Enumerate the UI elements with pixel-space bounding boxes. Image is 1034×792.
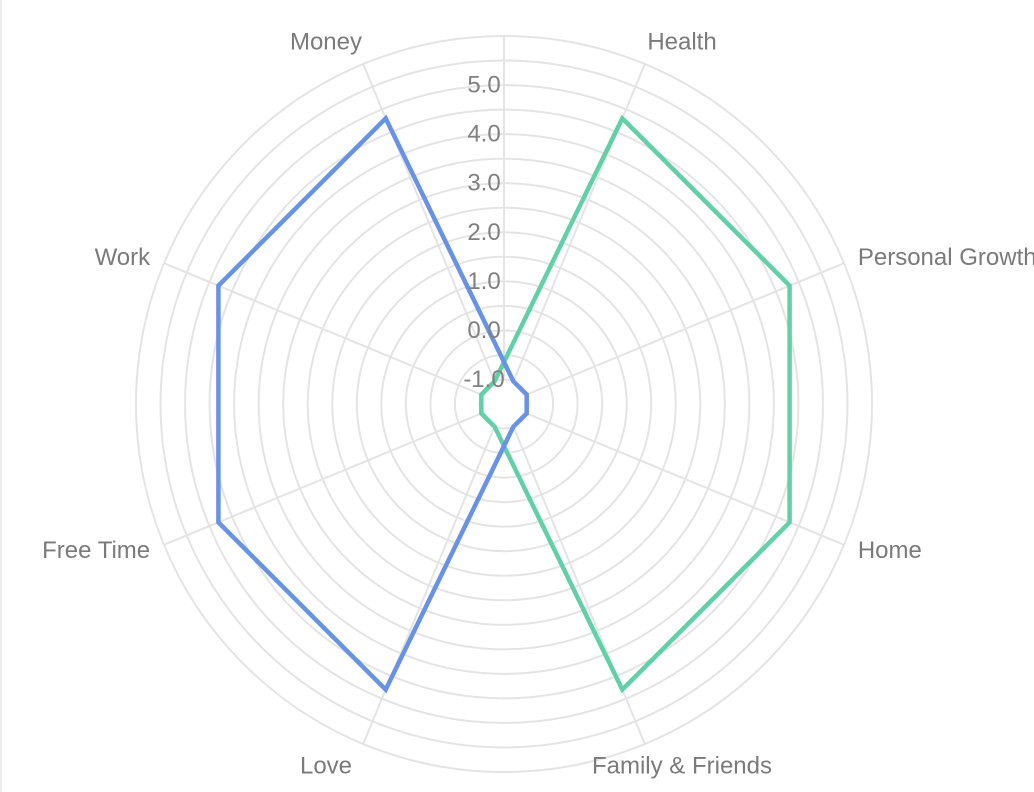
- axis-label: Family & Friends: [592, 752, 772, 779]
- r-tick-label: 3.0: [467, 170, 500, 197]
- series-polygon: [216, 114, 529, 694]
- axis-label: Work: [95, 244, 152, 271]
- axis-label: Money: [290, 29, 362, 56]
- axis-label: Home: [858, 537, 922, 564]
- axis-label: Personal Growth: [858, 244, 1034, 271]
- tick-layer: -1.0 0.0 1.0 2.0 3.0 4.0 5.0: [463, 72, 504, 393]
- series-polygon: [479, 114, 792, 694]
- panel-edge: [0, 0, 2, 792]
- r-tick-label: -1.0: [463, 366, 504, 393]
- r-tick-label: 4.0: [467, 121, 500, 148]
- r-tick-label: 0.0: [467, 317, 500, 344]
- r-tick-label: 2.0: [467, 219, 500, 246]
- axis-label: Love: [300, 752, 352, 779]
- axis-label: Free Time: [42, 537, 150, 564]
- r-tick-label: 1.0: [467, 268, 500, 295]
- r-tick-label: 5.0: [467, 72, 500, 99]
- axis-label-layer: Health Personal Growth Home Family & Friend…: [42, 29, 1034, 780]
- axis-label: Health: [647, 29, 716, 56]
- series-layer: [216, 114, 792, 694]
- grid-layer: [135, 35, 873, 773]
